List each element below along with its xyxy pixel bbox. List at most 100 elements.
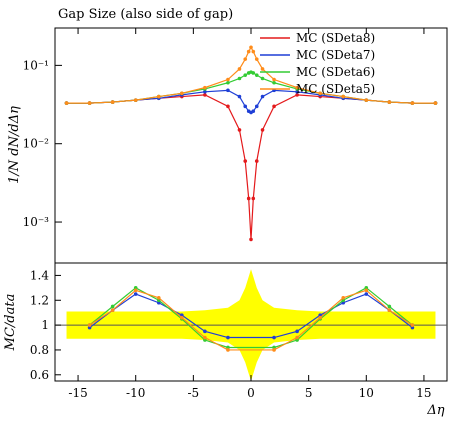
- main-data-point: [251, 71, 256, 75]
- main-data-point: [133, 98, 138, 102]
- main-data-point: [226, 88, 230, 93]
- legend-label: MC (SDeta8): [296, 31, 375, 45]
- ratio-data-point: [226, 345, 230, 350]
- ratio-data-point: [133, 292, 138, 296]
- ratio-data-point: [203, 338, 207, 342]
- main-data-point: [260, 67, 265, 71]
- y-tick-label-main: 10⁻¹: [23, 58, 49, 72]
- x-tick-label: -5: [188, 386, 200, 400]
- x-tick-label: 0: [247, 386, 255, 400]
- y-tick-label-ratio: 1: [41, 318, 49, 332]
- ratio-data-point: [133, 286, 138, 290]
- main-data-point: [87, 101, 92, 105]
- ratio-series-line: [89, 289, 413, 351]
- ratio-data-point: [180, 313, 184, 317]
- ratio-data-point: [410, 323, 415, 327]
- main-data-point: [64, 101, 69, 105]
- main-data-point: [295, 85, 299, 90]
- main-data-point: [203, 89, 207, 94]
- y-tick-label-ratio: 1.4: [30, 268, 49, 282]
- ratio-y-axis-label: MC/data: [3, 294, 18, 352]
- ratio-data-point: [272, 348, 276, 352]
- ratio-data-point: [110, 304, 115, 309]
- main-data-point: [237, 128, 242, 132]
- main-data-point: [249, 237, 253, 242]
- main-data-point: [251, 196, 256, 201]
- main-data-point: [254, 104, 259, 109]
- ratio-data-point: [133, 288, 138, 293]
- ratio-data-point: [180, 315, 184, 320]
- ratio-data-point: [272, 335, 276, 340]
- x-tick-label: 5: [305, 386, 313, 400]
- main-data-point: [156, 94, 161, 99]
- legend: MC (SDeta8) MC (SDeta7) MC (SDeta6) MC (SDe…: [260, 31, 375, 96]
- main-data-point: [254, 159, 259, 163]
- ratio-series-group: [87, 286, 415, 352]
- ratio-series-line: [89, 287, 413, 349]
- chart-title: Gap Size (also side of gap): [58, 7, 233, 22]
- main-data-point: [364, 98, 369, 102]
- legend-label: MC (SDeta6): [296, 65, 375, 79]
- ratio-data-point: [318, 313, 322, 317]
- y-tick-label-ratio: 1.2: [30, 293, 49, 307]
- main-data-point: [260, 128, 265, 132]
- main-data-point: [237, 94, 242, 99]
- main-data-point: [295, 93, 299, 97]
- ratio-data-point: [364, 286, 369, 290]
- ratio-data-point: [410, 325, 415, 330]
- legend-label: MC (SDeta7): [296, 48, 375, 62]
- main-data-point: [246, 196, 251, 201]
- main-data-point: [203, 85, 207, 90]
- y-tick-label-main: 10⁻²: [23, 137, 50, 151]
- ratio-data-point: [295, 338, 299, 342]
- x-axis-label: Δη: [426, 403, 444, 418]
- y-tick-label-main: 10⁻³: [23, 215, 50, 229]
- main-data-point: [410, 101, 415, 105]
- main-data-point: [254, 57, 259, 61]
- main-data-point: [272, 104, 276, 109]
- main-series-3: [64, 70, 438, 105]
- ratio-data-point: [226, 335, 230, 340]
- main-series-group: [64, 45, 438, 242]
- ratio-data-point: [87, 325, 92, 330]
- ratio-data-point: [203, 335, 207, 340]
- main-data-point: [237, 67, 242, 71]
- ratio-data-point: [364, 288, 369, 293]
- axis-ticks: -15 -10 -5 0 5 10 15 10⁻³ 10⁻² 10⁻¹ 0.6 0.8 1 1.2 1.4: [23, 28, 432, 400]
- x-tick-label: 15: [416, 386, 431, 400]
- main-data-point: [243, 104, 248, 109]
- main-data-point: [295, 89, 299, 94]
- main-series-4: [64, 45, 438, 105]
- main-data-point: [254, 73, 259, 77]
- main-data-point: [272, 77, 276, 82]
- ratio-data-point: [387, 304, 392, 309]
- main-data-point: [251, 109, 256, 114]
- main-data-point: [246, 49, 251, 54]
- main-data-point: [243, 57, 248, 61]
- main-data-point: [260, 76, 265, 81]
- ratio-data-point: [341, 295, 346, 300]
- main-data-point: [251, 49, 256, 54]
- ratio-data-point: [110, 308, 115, 313]
- y-tick-label-ratio: 0.6: [30, 368, 49, 382]
- main-series-1: [64, 93, 438, 242]
- main-data-point: [203, 93, 207, 97]
- ratio-data-point: [341, 300, 346, 305]
- x-tick-label: -15: [68, 386, 87, 400]
- main-data-point: [237, 76, 242, 81]
- ratio-data-point: [156, 300, 161, 305]
- ratio-data-point: [341, 298, 346, 303]
- main-series-line: [66, 46, 436, 104]
- main-data-point: [318, 91, 322, 96]
- main-data-point: [249, 45, 253, 50]
- legend-label: MC (SDeta5): [296, 82, 375, 96]
- ratio-data-point: [226, 348, 230, 352]
- main-y-axis-label: 1/N dN/dΔη: [7, 106, 22, 184]
- main-data-point: [243, 73, 248, 77]
- main-series-line: [66, 94, 436, 240]
- ratio-uncertainty-band: [55, 269, 447, 381]
- main-panel-frame: [54, 27, 448, 264]
- ratio-data-point: [156, 298, 161, 303]
- ratio-series-line: [89, 293, 413, 339]
